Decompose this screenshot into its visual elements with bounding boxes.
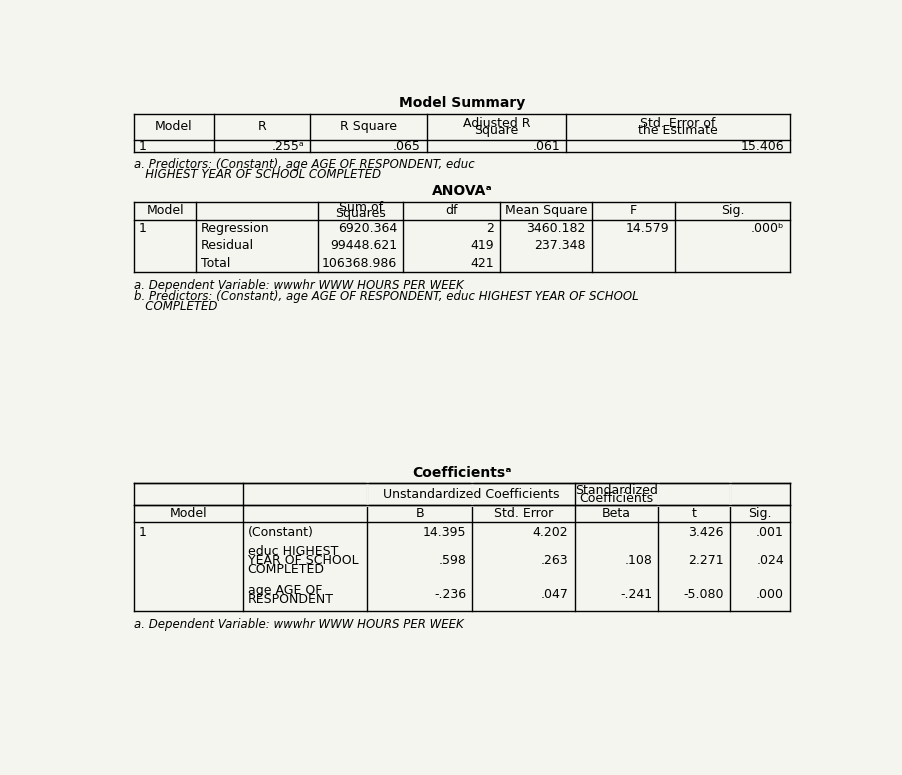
Text: 1: 1 <box>139 222 147 235</box>
Text: Model: Model <box>155 120 193 133</box>
Text: 2: 2 <box>486 222 494 235</box>
Text: .263: .263 <box>541 554 568 567</box>
Text: .061: .061 <box>532 140 560 153</box>
Text: b. Predictors: (Constant), age AGE OF RESPONDENT, educ HIGHEST YEAR OF SCHOOL: b. Predictors: (Constant), age AGE OF RE… <box>134 290 640 303</box>
Text: -.241: -.241 <box>620 588 652 601</box>
Text: 1: 1 <box>139 140 147 153</box>
Text: .065: .065 <box>392 140 420 153</box>
Text: a. Predictors: (Constant), age AGE OF RESPONDENT, educ: a. Predictors: (Constant), age AGE OF RE… <box>134 158 475 171</box>
Text: R Square: R Square <box>340 120 397 133</box>
Text: 4.202: 4.202 <box>533 525 568 539</box>
Text: Total: Total <box>201 257 231 270</box>
Text: Sig.: Sig. <box>721 205 744 217</box>
Text: Mean Square: Mean Square <box>505 205 587 217</box>
Text: F: F <box>630 205 637 217</box>
Text: Model: Model <box>147 205 184 217</box>
Text: Coefficientsᵃ: Coefficientsᵃ <box>412 466 512 480</box>
Text: age AGE OF: age AGE OF <box>248 584 322 597</box>
Text: 99448.621: 99448.621 <box>330 239 397 253</box>
Text: 3.426: 3.426 <box>688 525 723 539</box>
Text: -.236: -.236 <box>434 588 466 601</box>
Text: .001: .001 <box>756 525 784 539</box>
Text: .024: .024 <box>756 554 784 567</box>
Text: Std. Error: Std. Error <box>494 507 553 520</box>
Text: Sig.: Sig. <box>748 507 771 520</box>
Text: HIGHEST YEAR OF SCHOOL COMPLETED: HIGHEST YEAR OF SCHOOL COMPLETED <box>134 168 382 181</box>
Text: 421: 421 <box>471 257 494 270</box>
Text: 6920.364: 6920.364 <box>338 222 397 235</box>
Text: 14.579: 14.579 <box>626 222 669 235</box>
Text: -5.080: -5.080 <box>683 588 723 601</box>
Text: 2.271: 2.271 <box>688 554 723 567</box>
Text: RESPONDENT: RESPONDENT <box>248 593 334 606</box>
Text: Coefficients: Coefficients <box>579 491 654 505</box>
Text: df: df <box>446 205 458 217</box>
Text: Standardized: Standardized <box>575 484 658 497</box>
Text: Std. Error of: Std. Error of <box>640 116 716 129</box>
Text: .000ᵇ: .000ᵇ <box>750 222 784 235</box>
Text: Beta: Beta <box>602 507 631 520</box>
Text: Regression: Regression <box>201 222 270 235</box>
Text: Squares: Squares <box>336 208 386 220</box>
Text: Model: Model <box>170 507 207 520</box>
Text: (Constant): (Constant) <box>248 525 314 539</box>
Text: ANOVAᵃ: ANOVAᵃ <box>432 184 492 198</box>
Text: Square: Square <box>474 124 519 137</box>
Text: .598: .598 <box>438 554 466 567</box>
Text: .000: .000 <box>756 588 784 601</box>
Text: 237.348: 237.348 <box>534 239 585 253</box>
Text: 419: 419 <box>471 239 494 253</box>
Text: COMPLETED: COMPLETED <box>248 563 325 576</box>
Text: a. Dependent Variable: wwwhr WWW HOURS PER WEEK: a. Dependent Variable: wwwhr WWW HOURS P… <box>134 618 465 631</box>
Text: the Estimate: the Estimate <box>639 124 718 137</box>
Text: .255ᵃ: .255ᵃ <box>272 140 304 153</box>
Text: COMPLETED: COMPLETED <box>134 300 217 313</box>
Text: 106368.986: 106368.986 <box>322 257 397 270</box>
Text: B: B <box>415 507 424 520</box>
Text: Sum of: Sum of <box>338 202 382 214</box>
Text: Residual: Residual <box>201 239 254 253</box>
Text: YEAR OF SCHOOL: YEAR OF SCHOOL <box>248 554 358 567</box>
Text: 15.406: 15.406 <box>741 140 784 153</box>
Text: educ HIGHEST: educ HIGHEST <box>248 545 338 558</box>
Text: a. Dependent Variable: wwwhr WWW HOURS PER WEEK: a. Dependent Variable: wwwhr WWW HOURS P… <box>134 279 465 292</box>
Text: Adjusted R: Adjusted R <box>463 116 530 129</box>
Text: .108: .108 <box>624 554 652 567</box>
Text: Model Summary: Model Summary <box>400 96 525 110</box>
Text: Unstandardized Coefficients: Unstandardized Coefficients <box>382 487 559 501</box>
Text: .047: .047 <box>540 588 568 601</box>
Text: 3460.182: 3460.182 <box>526 222 585 235</box>
Text: 14.395: 14.395 <box>423 525 466 539</box>
Text: 1: 1 <box>139 525 147 539</box>
Text: R: R <box>258 120 266 133</box>
Text: t: t <box>692 507 696 520</box>
